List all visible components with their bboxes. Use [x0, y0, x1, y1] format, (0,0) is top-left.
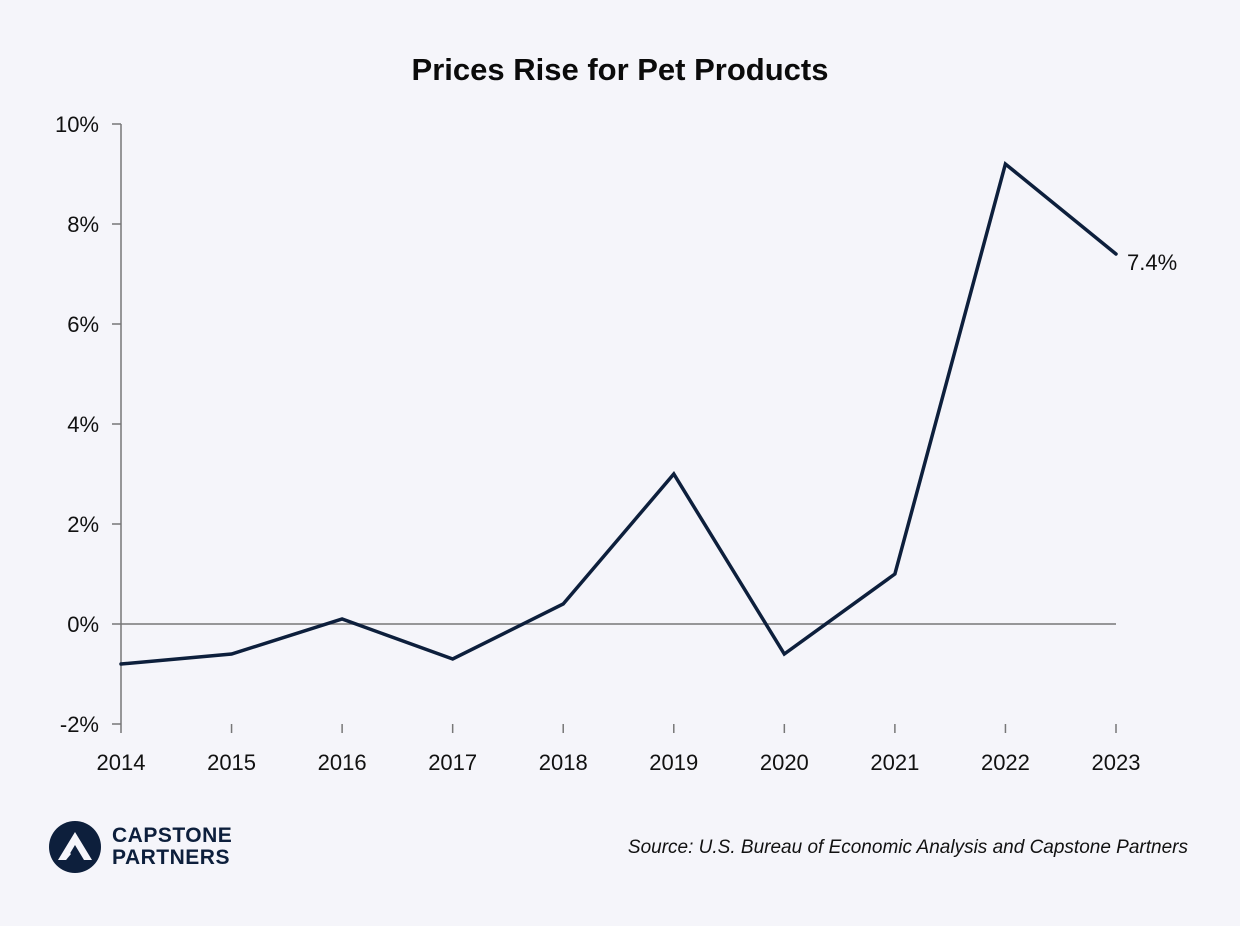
x-tick-label: 2021	[870, 750, 919, 775]
x-tick-label: 2020	[760, 750, 809, 775]
end-value-label: 7.4%	[1127, 250, 1177, 275]
x-tick-label: 2016	[318, 750, 367, 775]
logo-text: CAPSTONE PARTNERS	[112, 825, 232, 869]
x-tick-label: 2019	[649, 750, 698, 775]
logo-line-2: PARTNERS	[112, 846, 230, 869]
x-tick-label: 2014	[97, 750, 146, 775]
y-tick-label: 8%	[67, 212, 99, 237]
x-tick-label: 2023	[1092, 750, 1141, 775]
x-tick-label: 2017	[428, 750, 477, 775]
series-line	[119, 160, 1118, 666]
y-tick-label: 0%	[67, 612, 99, 637]
y-tick-label: -2%	[60, 712, 99, 737]
x-tick-label: 2015	[207, 750, 256, 775]
y-tick-label: 6%	[67, 312, 99, 337]
y-tick-label: 2%	[67, 512, 99, 537]
x-tick-label: 2018	[539, 750, 588, 775]
y-tick-label: 10%	[55, 112, 99, 137]
source-note: Source: U.S. Bureau of Economic Analysis…	[627, 837, 1188, 858]
chart-title: Prices Rise for Pet Products	[411, 52, 829, 87]
y-tick-label: 4%	[67, 412, 99, 437]
x-tick-label: 2022	[981, 750, 1030, 775]
capstone-mountain-icon	[49, 821, 101, 873]
logo-line-1: CAPSTONE	[112, 824, 233, 847]
capstone-logo: CAPSTONE PARTNERS	[48, 820, 232, 874]
